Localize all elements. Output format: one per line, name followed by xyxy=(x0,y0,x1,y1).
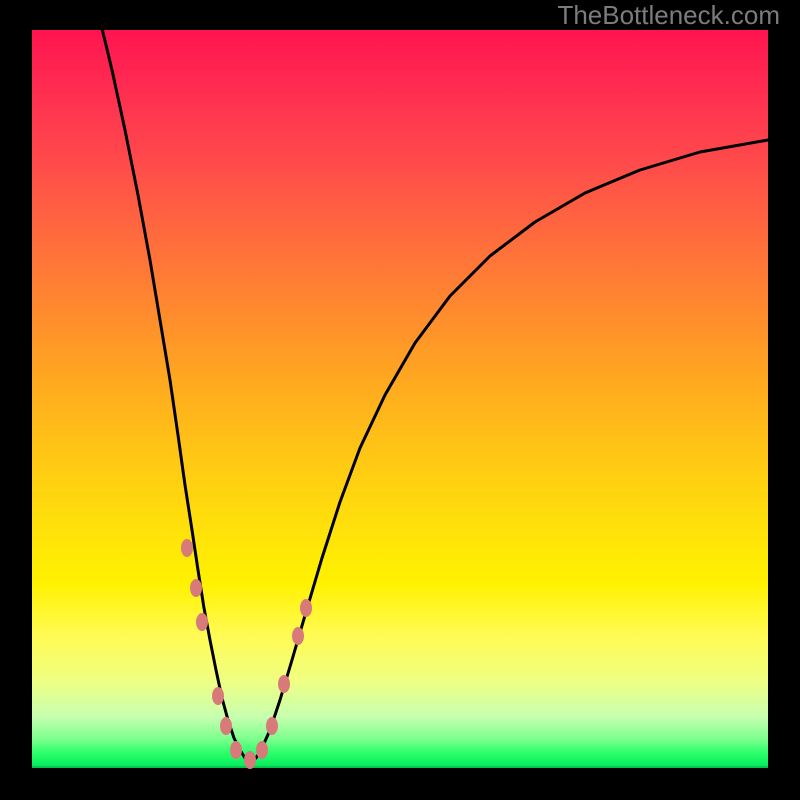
marker-point xyxy=(256,741,268,759)
marker-point xyxy=(212,687,224,705)
markers-layer xyxy=(0,0,800,800)
marker-point xyxy=(244,751,256,769)
marker-point xyxy=(181,539,193,557)
marker-point xyxy=(292,627,304,645)
marker-point xyxy=(300,599,312,617)
marker-point xyxy=(230,741,242,759)
marker-point xyxy=(190,579,202,597)
marker-point xyxy=(220,717,232,735)
marker-point xyxy=(196,613,208,631)
marker-point xyxy=(266,717,278,735)
marker-point xyxy=(278,675,290,693)
